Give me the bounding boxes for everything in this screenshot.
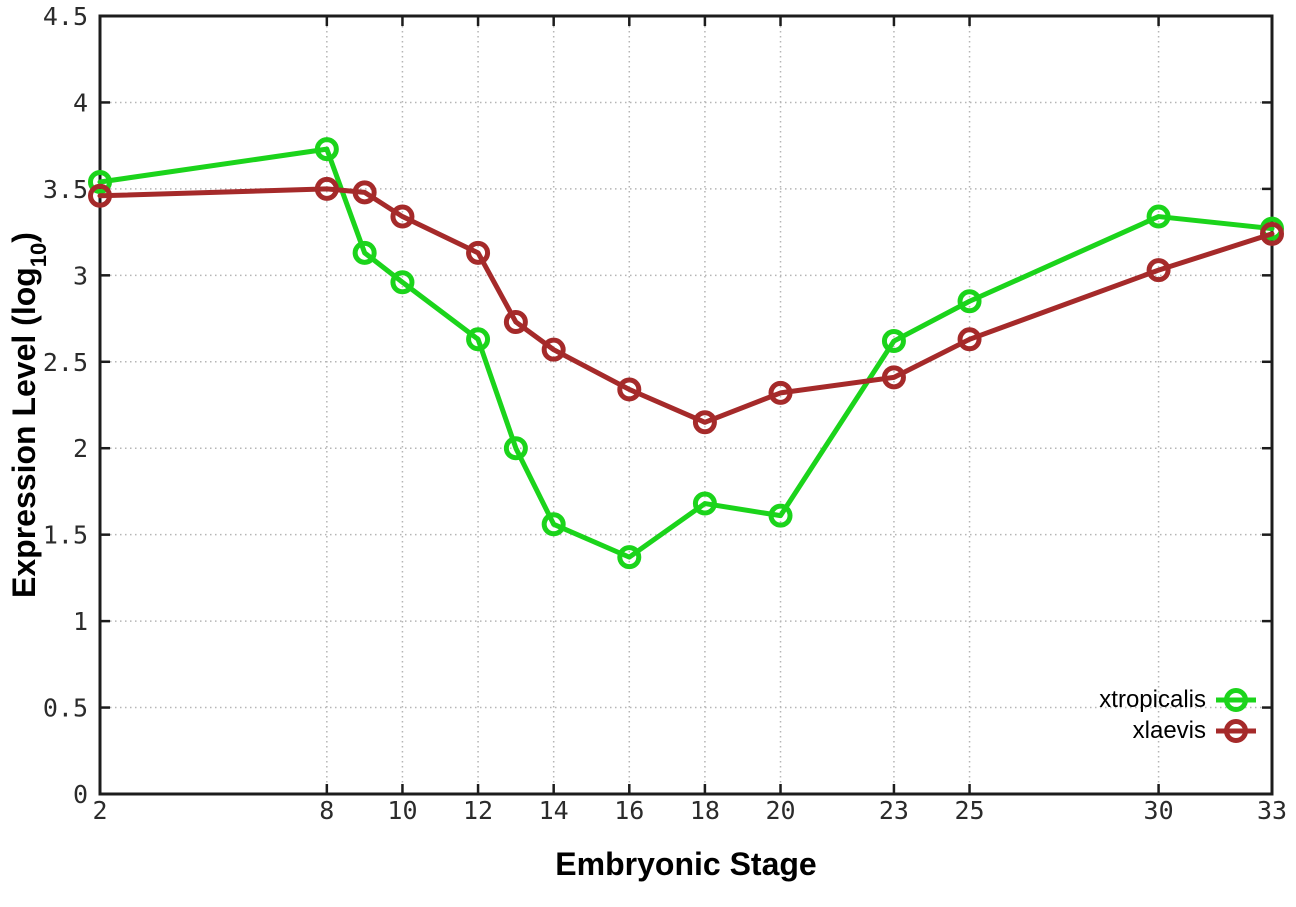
x-tick-label: 25 [954,796,984,825]
legend-label-xlaevis: xlaevis [1132,716,1206,744]
data-point-xtropicalis [692,491,717,516]
y-tick-label: 0.5 [43,694,88,723]
x-tick-label: 20 [765,796,795,825]
y-tick-label: 1.5 [43,521,88,550]
x-tick-label: 16 [614,796,644,825]
x-tick-label: 8 [319,796,334,825]
data-point-xlaevis [390,204,415,229]
y-tick-label: 2.5 [43,348,88,377]
data-point-xlaevis [768,380,793,405]
data-point-xlaevis [957,327,982,352]
x-tick-label: 18 [690,796,720,825]
legend-marker-xlaevis [1216,718,1256,743]
data-point-xtropicalis [957,289,982,314]
data-point-xlaevis [503,310,528,335]
tick-labels: 2 8 10 12 14 16 18 20 23 25 30 33 0 0.5 1 1.5 2 2.5 3 3.5 4 4… [43,2,1287,825]
data-point-xlaevis [1146,258,1171,283]
data-point-xtropicalis [617,545,642,570]
legend-row-xlaevis: xlaevis [1099,715,1256,746]
x-tick-label: 2 [92,796,107,825]
gridlines [100,16,1272,794]
data-point-xlaevis [466,240,491,265]
plot-border [98,14,1274,796]
legend-row-xtropicalis: xtropicalis [1099,684,1256,715]
data-point-xlaevis [881,365,906,390]
data-point-xlaevis [314,176,339,201]
data-point-xtropicalis [88,169,112,194]
data-point-xtropicalis [768,503,793,528]
data-point-xlaevis [617,377,642,402]
x-tick-label: 14 [539,796,569,825]
data-point-xtropicalis [541,512,566,537]
series-xtropicalis [88,137,1284,570]
data-point-xtropicalis [314,137,339,162]
y-tick-label: 3 [73,261,88,290]
data-point-xtropicalis [1146,204,1171,229]
data-point-xlaevis [1260,221,1284,246]
series-line-xtropicalis [97,146,1275,560]
data-point-xtropicalis [503,436,528,461]
legend-label-xtropicalis: xtropicalis [1099,685,1206,713]
y-axis-title: Expression Level (log10) [5,232,52,598]
y-tick-label: 3.5 [43,175,88,204]
y-tick-label: 4.5 [43,2,88,31]
x-axis-title: Embryonic Stage [555,846,817,882]
y-axis-title-text: Expression Level (log [5,267,42,598]
x-tick-label: 30 [1144,796,1174,825]
data-point-xtropicalis [466,327,491,352]
data-point-xtropicalis [390,270,415,295]
data-point-xlaevis [541,337,566,362]
data-point-xtropicalis [352,240,377,265]
legend: xtropicalis xlaevis [1099,684,1256,746]
legend-marker-xtropicalis [1216,687,1256,712]
data-point-xlaevis [692,410,717,435]
x-tick-label: 33 [1257,796,1287,825]
x-tick-label: 12 [463,796,493,825]
series-line-xlaevis [97,186,1275,425]
x-tick-label: 10 [387,796,417,825]
y-axis-title-subscript: 10 [26,242,52,268]
y-tick-label: 2 [73,434,88,463]
data-point-xlaevis [352,180,377,205]
y-tick-label: 1 [73,607,88,636]
y-axis-title-close: ) [5,232,42,243]
data-point-xlaevis [88,183,112,208]
series-xlaevis [88,176,1284,435]
y-tick-label: 4 [73,88,88,117]
data-point-xtropicalis [881,329,906,354]
tick-marks [98,14,1274,796]
x-tick-label: 23 [879,796,909,825]
y-tick-label: 0 [73,780,88,809]
